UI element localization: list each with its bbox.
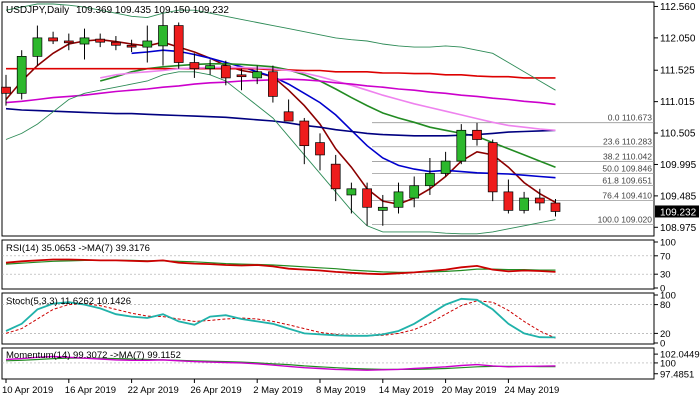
candle-body-30: [472, 129, 482, 140]
price-tick-label-3: 111.015: [660, 97, 695, 108]
candle-body-4: [63, 40, 74, 44]
price-tick-label-4: 110.505: [660, 129, 696, 140]
price-tick-label-0: 112.560: [660, 2, 696, 13]
candle-body-5: [79, 37, 90, 45]
fib-label-4: 61.8 109.651: [602, 176, 652, 186]
rsi-label: RSI(14) 35.0653 ->MA(7) 39.3176: [6, 243, 150, 254]
candle-body-32: [503, 191, 514, 211]
date-label-8: 24 May 2019: [504, 385, 559, 396]
candle-body-16: [252, 71, 263, 79]
candle-body-28: [440, 160, 451, 174]
candle-body-24: [377, 206, 388, 211]
candle-body-15: [236, 74, 247, 78]
candle-body-7: [111, 41, 121, 46]
momentum-panel: [1, 347, 655, 380]
rsi-tick-label-3: 0: [660, 284, 665, 295]
date-label-7: 20 May 2019: [442, 385, 497, 396]
date-label-2: 22 Apr 2019: [128, 385, 179, 396]
candle-body-23: [362, 188, 372, 208]
candle-body-26: [409, 185, 420, 199]
last-price-tag: [655, 205, 699, 218]
overlay-line-1: [131, 49, 556, 179]
stoch-tick-label-2: 20: [660, 329, 671, 340]
last-price-label: 109.232: [660, 207, 697, 218]
price-tick-label-2: 111.525: [660, 66, 695, 77]
symbol-label: USDJPY,Daily: [6, 5, 69, 16]
candle-body-17: [268, 71, 278, 97]
candle-body-35: [550, 202, 561, 212]
date-label-6: 14 May 2019: [379, 385, 434, 396]
price-tick-label-7: 108.975: [660, 223, 697, 234]
candle-body-9: [142, 40, 153, 48]
fib-label-2: 38.2 110.042: [603, 152, 652, 162]
date-label-0: 10 Apr 2019: [2, 385, 53, 396]
candle-body-13: [205, 65, 215, 70]
candle-body-14: [220, 65, 231, 79]
candle-body-31: [487, 142, 498, 193]
momentum-line: [5, 355, 556, 371]
stoch-tick-label-1: 80: [660, 300, 671, 311]
candle-body-1: [16, 56, 27, 94]
stoch-tick-label-0: 100: [660, 291, 676, 302]
overlay-line-5: [100, 66, 556, 132]
candle-body-22: [346, 188, 357, 196]
fib-label-6: 100.0 109.020: [598, 215, 653, 225]
fib-label-3: 50.0 109.846: [602, 164, 652, 174]
price-tick-label-5: 109.995: [660, 160, 697, 171]
candle-body-19: [299, 120, 310, 147]
overlay-line-8: [5, 71, 556, 235]
candle-body-10: [158, 25, 168, 47]
candle-body-12: [189, 62, 200, 70]
rsi-indicator: 100 70 30 0: [2, 238, 676, 295]
stoch-k-line: [5, 297, 556, 339]
date-label-3: 26 Apr 2019: [190, 385, 241, 396]
candle-body-0: [1, 86, 11, 94]
stoch-panel: [1, 292, 655, 345]
price-axis: 112.560 112.050 111.525 111.015 110.505 109.9…: [654, 2, 699, 234]
fib-label-0: 0.0 110.673: [608, 113, 653, 123]
candle-body-2: [32, 37, 43, 57]
candle-body-8: [126, 44, 137, 48]
candle-body-18: [283, 111, 294, 122]
candle-body-20: [315, 142, 325, 156]
rsi-line: [5, 258, 556, 276]
candle-body-3: [48, 37, 58, 42]
candle-body-6: [95, 38, 106, 43]
date-axis: 10 Apr 2019 16 Apr 2019 22 Apr 2019 26 Apr …: [2, 379, 559, 396]
fib-label-1: 23.6 110.283: [603, 137, 652, 147]
stoch-tick-label-3: 0: [660, 339, 665, 350]
ohlc-label: 109.369 109.435 109.150 109.232: [76, 5, 229, 16]
candles: [1, 13, 561, 226]
rsi-tick-label-0: 100: [660, 238, 676, 249]
candle-body-25: [393, 191, 404, 208]
candle-body-33: [519, 197, 529, 211]
rsi-tick-label-1: 70: [660, 251, 671, 262]
candle-body-27: [425, 173, 435, 187]
mom-tick-label-0: 102.0449: [660, 350, 700, 361]
date-label-4: 2 May 2019: [253, 385, 303, 396]
price-tick-label-6: 109.485: [660, 191, 697, 202]
candle-body-29: [456, 129, 467, 162]
mom-tick-label-1: 100: [660, 358, 676, 369]
date-label-1: 16 Apr 2019: [65, 385, 116, 396]
stoch-label: Stoch(5,3,3) 11.6262 10.1426: [6, 296, 131, 307]
mom-tick-label-2: 97.4851: [660, 369, 694, 380]
rsi-tick-label-2: 30: [660, 270, 671, 281]
rsi-panel: [1, 239, 655, 290]
candle-body-34: [534, 197, 545, 204]
date-label-5: 8 May 2019: [316, 385, 366, 396]
overlay-line-6: [5, 78, 556, 106]
candle-body-11: [173, 25, 184, 63]
overlay-line-7: [5, 3, 556, 91]
candle-body-21: [330, 163, 341, 190]
fib-label-5: 76.4 109.410: [602, 191, 652, 201]
price-tick-label-1: 112.050: [660, 33, 696, 44]
momentum-label: Momentum(14) 99.3072 ->MA(7) 99.1152: [6, 350, 181, 361]
